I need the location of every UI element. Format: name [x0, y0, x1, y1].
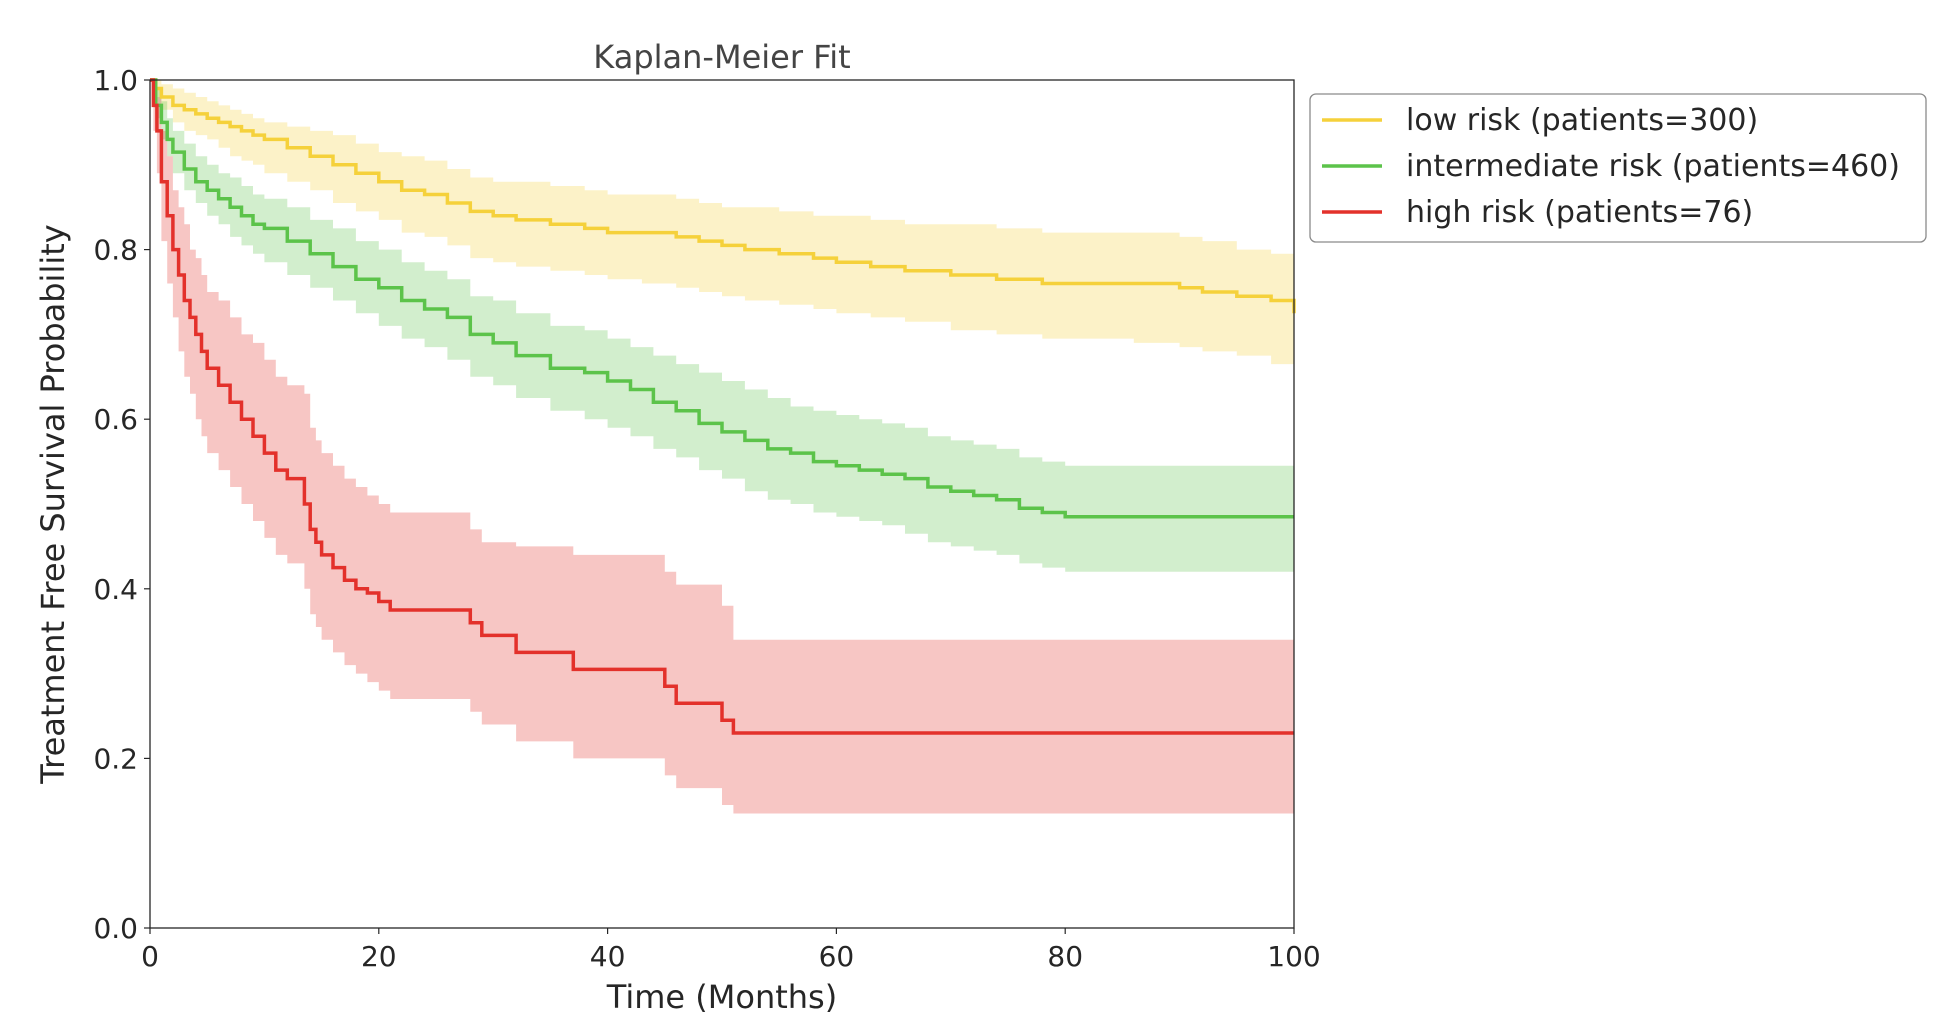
y-axis-label: Treatment Free Survival Probability [34, 224, 72, 784]
x-tick-label: 100 [1267, 940, 1320, 973]
survival-curve-high-risk [150, 78, 1294, 735]
survival-curves [150, 78, 1296, 735]
x-tick-label: 80 [1047, 940, 1083, 973]
legend-label: low risk (patients=300) [1406, 103, 1758, 138]
legend: low risk (patients=300) intermediate risk… [1309, 93, 1927, 243]
legend-label: high risk (patients=76) [1406, 195, 1753, 230]
y-tick-label: 0.4 [93, 573, 138, 606]
confidence-bands [150, 80, 1294, 814]
confidence-band-low-risk [150, 80, 1294, 373]
confidence-band-high-risk [150, 80, 1294, 814]
y-tick-label: 0.8 [93, 234, 138, 267]
x-axis-ticks: 0 20 40 60 80 100 [141, 928, 1321, 973]
y-axis-ticks: 0.0 0.2 0.4 0.6 0.8 1.0 [93, 64, 150, 945]
plot-frame [149, 79, 1295, 929]
chart-title: Kaplan-Meier Fit [593, 38, 850, 76]
x-tick-label: 40 [590, 940, 626, 973]
x-tick-label: 0 [141, 940, 159, 973]
x-axis-label: Time (Months) [606, 978, 837, 1016]
y-tick-label: 0.2 [93, 742, 138, 775]
confidence-band-intermediate-risk [150, 80, 1294, 572]
legend-label: intermediate risk (patients=460) [1406, 149, 1900, 184]
survival-curve-low-risk [150, 78, 1296, 314]
x-tick-label: 60 [819, 940, 855, 973]
y-tick-label: 0.0 [93, 912, 138, 945]
x-tick-label: 20 [361, 940, 397, 973]
legend-box [1309, 93, 1927, 243]
survival-curve-intermediate-risk [150, 78, 1294, 519]
y-tick-label: 1.0 [93, 64, 138, 97]
y-tick-label: 0.6 [93, 403, 138, 436]
